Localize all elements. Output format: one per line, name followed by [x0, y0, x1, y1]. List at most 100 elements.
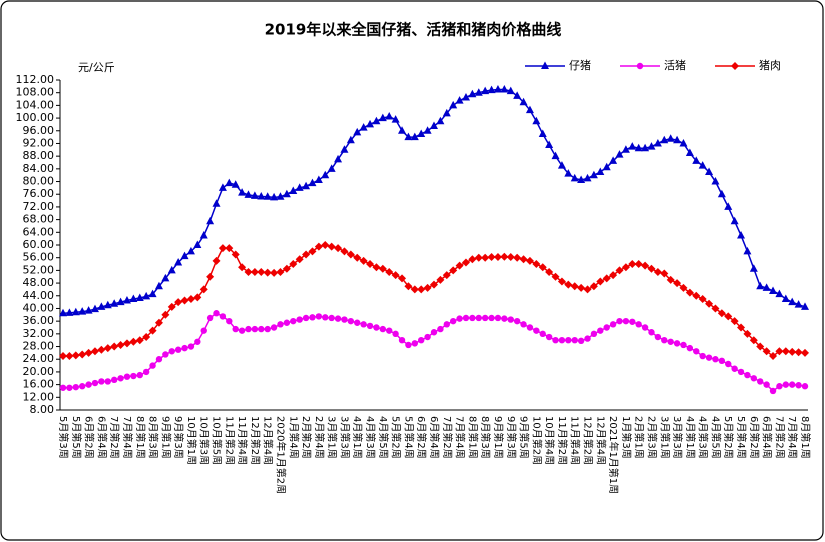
data-point	[705, 354, 713, 361]
data-point	[430, 329, 438, 336]
data-point	[699, 352, 706, 360]
data-point	[494, 314, 502, 322]
data-point	[161, 273, 170, 282]
data-point	[545, 140, 554, 149]
data-point	[571, 336, 578, 344]
data-point	[340, 145, 349, 153]
y-tick-label: 92.00	[23, 136, 55, 149]
data-point	[513, 317, 521, 325]
y-tick-label: 40.00	[23, 301, 55, 314]
data-point	[244, 267, 253, 276]
data-point	[506, 86, 515, 95]
x-tick-label: 5月第2周	[390, 416, 403, 459]
data-point	[257, 267, 266, 276]
data-point	[385, 111, 394, 120]
data-point	[327, 242, 336, 251]
data-point	[603, 324, 610, 331]
data-point	[142, 291, 151, 300]
x-tick-label: 11月第4周	[569, 416, 582, 465]
data-point	[673, 340, 681, 347]
data-point	[104, 378, 111, 385]
data-point	[602, 162, 611, 171]
legend-marker	[636, 62, 644, 70]
x-tick-label: 6月第2周	[83, 416, 96, 459]
data-point	[392, 330, 399, 338]
data-point	[455, 96, 464, 104]
data-point	[481, 314, 489, 322]
data-point	[776, 383, 783, 390]
x-tick-label: 8月第1周	[134, 416, 147, 459]
legend-marker	[541, 61, 549, 69]
data-point	[423, 283, 432, 292]
data-point	[673, 279, 682, 288]
data-point	[103, 300, 112, 309]
data-point	[757, 378, 764, 385]
data-point	[251, 325, 259, 333]
data-point	[199, 230, 208, 239]
data-point	[583, 285, 592, 294]
data-point	[359, 123, 368, 131]
data-point	[500, 85, 509, 93]
legend-label: 仔猪	[569, 59, 591, 72]
x-tick-label: 9月第5周	[518, 416, 531, 459]
data-point	[122, 296, 131, 304]
data-point	[295, 255, 304, 264]
x-tick-label: 2月第2周	[300, 416, 313, 459]
data-point	[65, 308, 74, 316]
data-point	[296, 316, 303, 323]
data-point	[794, 300, 803, 308]
data-point	[565, 336, 572, 344]
data-point	[117, 375, 124, 382]
data-point	[321, 170, 330, 179]
data-point	[244, 190, 253, 198]
data-point	[263, 268, 272, 277]
data-point	[731, 365, 738, 372]
x-tick-label: 4月第1周	[351, 416, 364, 459]
data-point	[513, 253, 522, 262]
data-point	[487, 85, 496, 94]
data-point	[334, 315, 342, 322]
data-point	[583, 173, 592, 182]
x-tick-label: 7月第4周	[786, 416, 799, 459]
data-point	[418, 336, 425, 344]
x-tick-label: 2020年1月第2周	[274, 416, 287, 494]
data-point	[97, 345, 106, 354]
data-point	[788, 347, 797, 356]
data-point	[577, 337, 585, 345]
data-point	[749, 264, 758, 272]
x-tick-label: 4月第3周	[697, 416, 710, 459]
data-point	[315, 313, 323, 320]
data-point	[795, 382, 802, 389]
x-tick-label: 6月第2周	[748, 416, 761, 459]
data-point	[500, 252, 509, 261]
y-tick-label: 88.00	[23, 149, 55, 162]
data-point	[366, 322, 374, 330]
data-point	[410, 285, 419, 294]
data-point	[493, 85, 502, 93]
data-point	[84, 306, 93, 314]
data-point	[174, 257, 183, 266]
data-point	[557, 277, 566, 286]
data-point	[584, 335, 591, 342]
data-point	[346, 250, 355, 259]
data-point	[366, 260, 375, 269]
data-point	[468, 89, 477, 98]
data-point	[461, 92, 470, 101]
x-tick-label: 10月第2周	[530, 416, 543, 465]
data-point	[609, 271, 618, 280]
data-point	[238, 327, 246, 334]
data-point	[250, 191, 259, 199]
data-point	[475, 314, 482, 322]
data-point	[90, 304, 99, 313]
data-point	[225, 244, 234, 253]
data-point	[194, 338, 201, 345]
data-point	[372, 263, 381, 272]
data-point	[781, 347, 790, 356]
data-point	[65, 352, 74, 361]
data-point	[564, 169, 573, 177]
data-point	[193, 293, 202, 302]
data-point	[532, 116, 541, 125]
data-point	[737, 368, 745, 376]
data-point	[596, 277, 605, 286]
data-point	[334, 154, 343, 163]
